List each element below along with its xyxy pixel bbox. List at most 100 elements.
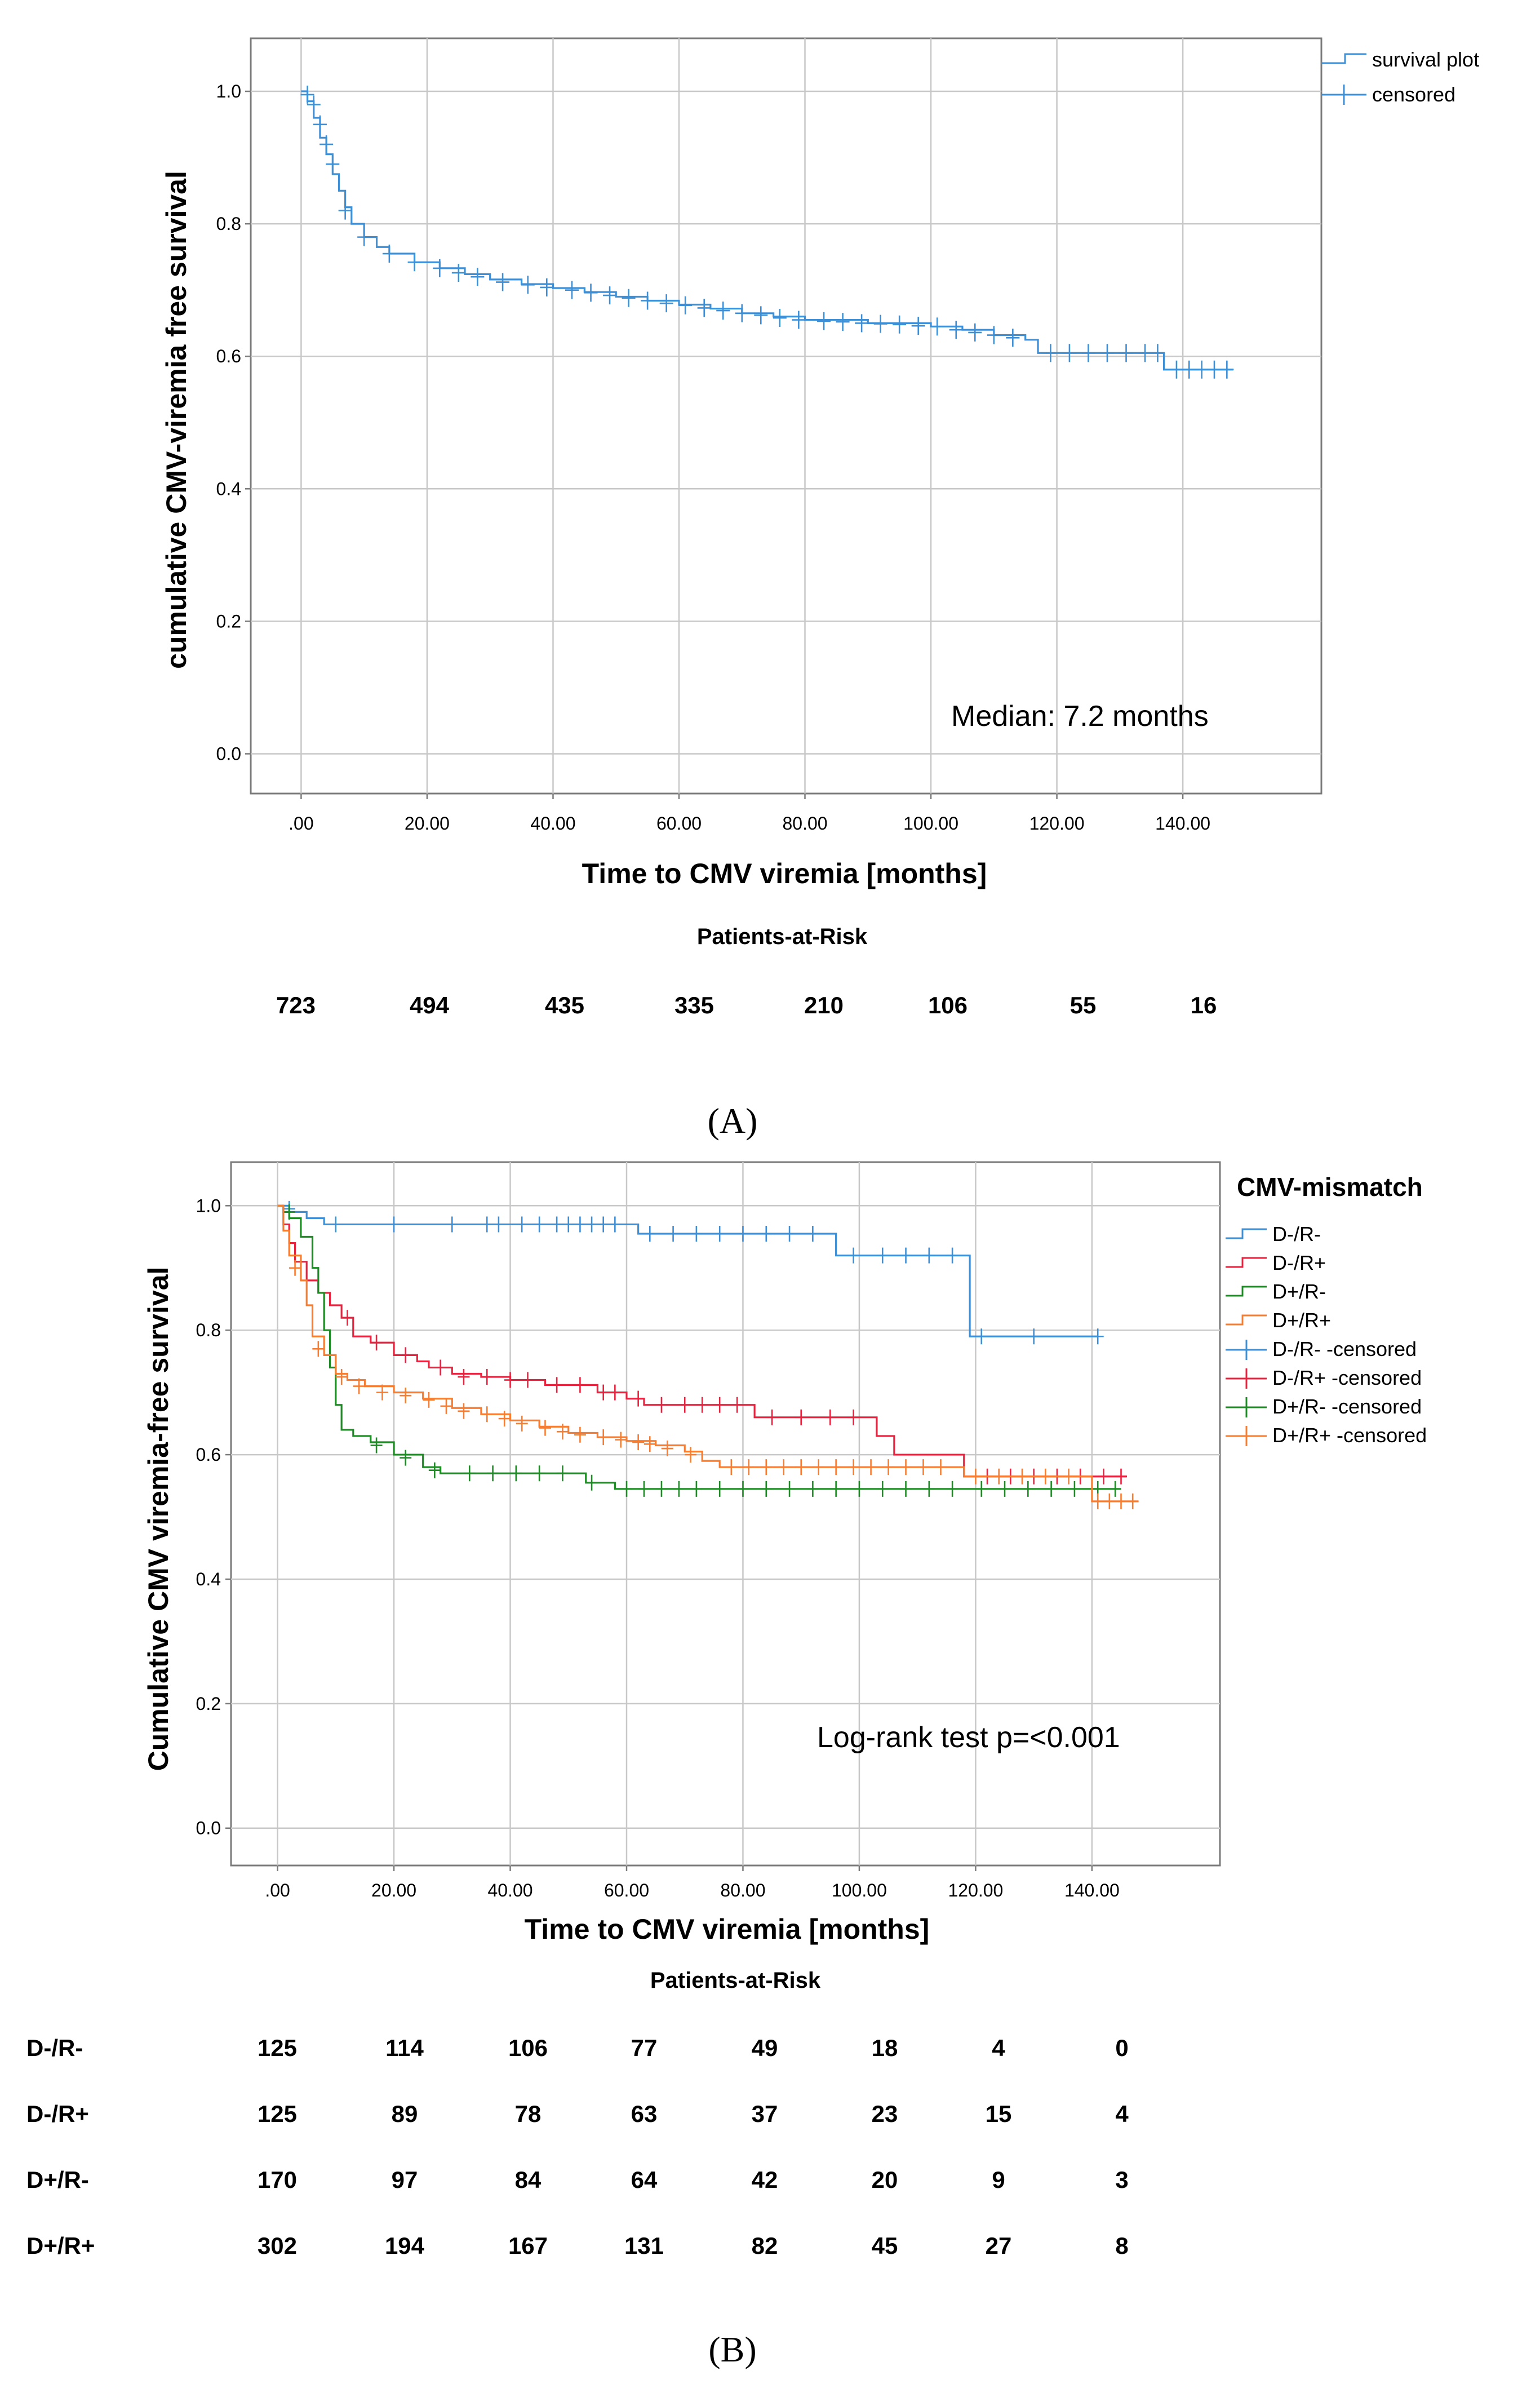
censor-mark-d-r- (400, 1388, 412, 1404)
risk-row-label: D-/R- (26, 2035, 83, 2061)
censor-mark-d-r- (946, 1481, 958, 1497)
censor-mark-survival-plot (893, 315, 907, 334)
legend-swatch-d-r-minus (1226, 1228, 1267, 1239)
censor-mark-survival-plot (817, 312, 831, 330)
censor-mark-survival-plot (659, 294, 673, 313)
x-tick-label: 80.00 (720, 1880, 765, 1900)
censor-mark-d-r- (1028, 1328, 1040, 1345)
censor-mark-survival-plot (300, 85, 314, 104)
censor-mark-d-r- (1091, 1493, 1104, 1509)
panel-a-chart: 0.0 0.2 0.4 0.6 0.8 1.0 .00 20.00 40.00 60.00 80.… (161, 37, 1479, 1018)
censor-mark-survival-plot (1208, 360, 1221, 379)
panel-a-median-annotation: Median: 7.2 months (951, 700, 1209, 733)
x-tick-label: 80.00 (782, 813, 827, 834)
censor-mark-survival-plot (949, 321, 963, 339)
legend-label-survival-plot: survival plot (1372, 48, 1479, 71)
censor-mark-d-r- (370, 1335, 383, 1351)
legend-label-dp-r-plus: D+/R+ (1272, 1309, 1331, 1332)
censor-mark-d-r- (585, 1474, 598, 1491)
y-tick-label: 0.0 (216, 743, 241, 764)
censor-mark-d-r- (1091, 1328, 1104, 1345)
panel-a-x-ticks: .00 20.00 40.00 60.00 80.00 100.00 120.00 140.0… (289, 794, 1210, 834)
censor-mark-d-r- (353, 1378, 365, 1394)
censor-mark-d-r- (678, 1397, 691, 1413)
legend-label-d-r-plus: D-/R+ (1272, 1251, 1326, 1274)
censor-mark-survival-plot (1119, 344, 1133, 362)
censor-mark-survival-plot (433, 259, 447, 277)
panel-a-y-ticks: 0.0 0.2 0.4 0.6 0.8 1.0 (216, 81, 251, 764)
panel-b-legend-title: CMV-mismatch (1237, 1172, 1423, 1202)
risk-value: 45 (872, 2232, 898, 2259)
risk-value: 27 (986, 2232, 1012, 2259)
risk-value: 335 (674, 992, 714, 1018)
legend-label-censored: censored (1372, 83, 1455, 106)
x-tick-label: 20.00 (371, 1880, 416, 1900)
censor-mark-d-r- (551, 1216, 563, 1233)
censor-mark-d-r- (1016, 1468, 1028, 1485)
censor-mark-d-r- (428, 1462, 441, 1478)
x-tick-label: 120.00 (1029, 813, 1085, 834)
censor-mark-survival-plot (968, 323, 982, 342)
y-tick-label: 0.6 (196, 1444, 221, 1465)
censor-mark-d-r- (969, 1468, 982, 1485)
censor-mark-d-r- (330, 1216, 342, 1233)
censor-mark-d-r- (760, 1481, 773, 1497)
censor-mark-survival-plot (319, 135, 334, 154)
censor-mark-survival-plot (855, 314, 869, 333)
censor-mark-d-r- (778, 1459, 790, 1475)
censor-mark-d-r- (1098, 1468, 1110, 1485)
censor-mark-d-r- (516, 1415, 528, 1432)
risk-value: 49 (752, 2035, 778, 2061)
panel-a-grid (251, 38, 1321, 794)
censor-mark-d-r- (923, 1247, 935, 1264)
censor-mark-survival-plot (1138, 344, 1152, 362)
panel-b-chart: 0.00.20.40.60.81.0 .00 20.00 40.00 60.00 80.… (26, 1161, 1427, 2259)
censor-mark-d-r- (522, 1372, 534, 1388)
legend-label-d-r-minus-censored: D-/R- -censored (1272, 1337, 1417, 1361)
censor-mark-d-r- (923, 1481, 935, 1497)
censor-mark-d-r- (1109, 1481, 1121, 1497)
censor-mark-d-r- (876, 1481, 889, 1497)
censor-mark-d-r- (806, 1481, 819, 1497)
x-tick-label: 100.00 (903, 813, 958, 834)
censor-mark-d-r- (661, 1441, 673, 1457)
risk-value: 125 (258, 2101, 297, 2127)
censor-mark-d-r- (1045, 1481, 1058, 1497)
panel-b-grid (231, 1162, 1220, 1865)
censor-mark-d-r- (783, 1226, 796, 1242)
x-tick-label: 20.00 (405, 813, 450, 834)
censor-mark-survival-plot (1169, 360, 1183, 379)
censor-mark-survival-plot (1220, 360, 1234, 379)
panel-a-risk-row: 723 494 435 335 210 106 55 16 (276, 992, 1217, 1018)
censor-mark-d-r- (713, 1226, 726, 1242)
censor-mark-survival-plot (987, 326, 1001, 344)
y-tick-label: 0.2 (196, 1694, 221, 1714)
risk-row-dp-r-minus: D+/R- 170 97 84 64 42 20 9 3 (26, 2166, 1129, 2193)
censor-mark-survival-plot (622, 289, 636, 307)
survival-line-survival-plot (301, 90, 1233, 371)
censor-mark-survival-plot (1006, 329, 1020, 347)
censor-mark-d-r- (998, 1481, 1011, 1497)
censor-mark-d-r- (1068, 1481, 1081, 1497)
censor-mark-survival-plot (1081, 344, 1095, 362)
censor-mark-d-r- (1126, 1493, 1139, 1509)
y-tick-label: 0.4 (216, 478, 241, 499)
censor-mark-survival-plot (1044, 344, 1058, 362)
censor-mark-d-r- (423, 1392, 435, 1408)
legend-label-dp-r-minus: D+/R- (1272, 1280, 1326, 1303)
risk-value: 82 (752, 2232, 778, 2259)
censor-mark-d-r- (370, 1437, 383, 1454)
risk-value: 167 (508, 2232, 548, 2259)
x-tick-label: 60.00 (604, 1880, 649, 1900)
risk-value: 84 (515, 2166, 542, 2193)
risk-value: 3 (1115, 2166, 1128, 2193)
legend-swatch-dp-r-minus (1226, 1286, 1267, 1297)
censor-mark-d-r- (643, 1436, 656, 1452)
risk-value: 435 (545, 992, 584, 1018)
censor-mark-survival-plot (697, 299, 711, 317)
censor-mark-survival-plot (930, 317, 944, 336)
x-tick-label: 140.00 (1064, 1880, 1120, 1900)
censor-mark-d-r- (312, 1341, 325, 1357)
risk-value: 63 (631, 2101, 658, 2127)
